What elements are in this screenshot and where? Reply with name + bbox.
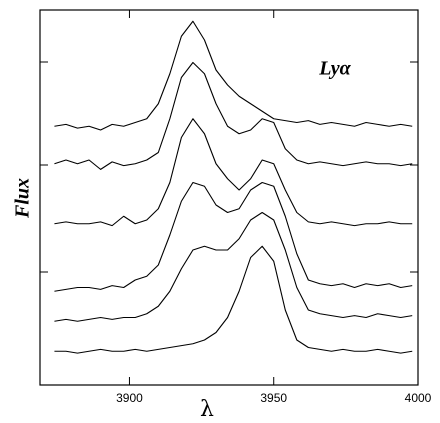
annotation: Lyα [318, 58, 351, 80]
spectrum-line [54, 61, 413, 170]
x-tick-label: 4000 [405, 391, 432, 405]
spectrum-line [54, 20, 413, 131]
spectrum-line [54, 118, 413, 227]
spectrum-line [54, 211, 413, 322]
plot-frame [39, 9, 419, 386]
x-tick-label: 3900 [116, 391, 143, 405]
spectrum-line [54, 181, 413, 292]
x-tick-label: 3950 [260, 391, 287, 405]
y-axis-label: Flux [12, 178, 34, 219]
y-axis-decor [40, 61, 418, 273]
spectrum-line [54, 245, 413, 354]
x-axis-label: λ [200, 397, 214, 422]
